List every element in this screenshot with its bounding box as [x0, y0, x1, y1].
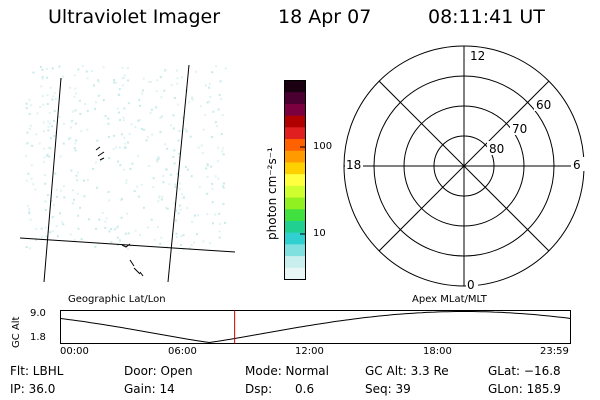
info-gain: Gain: 14 [124, 382, 175, 396]
info-mode: Mode: Normal [245, 364, 329, 378]
geographic-title: Geographic Lat/Lon [68, 294, 166, 305]
mlt-diagonal-2 [378, 80, 550, 252]
mlt-label-6: 6 [573, 158, 581, 172]
coastline-fragments [95, 146, 144, 277]
mlt-label-0: 0 [467, 278, 475, 291]
alt-tick-9: 9.0 [30, 308, 46, 319]
apex-title: Apex MLat/MLT [412, 294, 487, 305]
info-glon: GLon: 185.9 [488, 382, 561, 396]
info-gc-alt: GC Alt: 3.3 Re [365, 364, 449, 378]
latitude-line [20, 237, 236, 253]
colorbar [284, 80, 306, 280]
info-door: Door: Open [124, 364, 193, 378]
aurora-speckle-field [25, 65, 227, 251]
info-glat: GLat: −16.8 [488, 364, 561, 378]
info-filter: Flt: LBHL [10, 364, 64, 378]
info-ip: IP: 36.0 [10, 382, 56, 396]
time-tick-0000: 00:00 [60, 346, 89, 357]
alt-tick-1-8: 1.8 [30, 332, 46, 343]
mlt-label-12: 12 [470, 49, 485, 63]
altitude-curve [60, 311, 571, 344]
geographic-image-panel [20, 64, 236, 283]
colorbar-tick-100: 100 [313, 141, 333, 152]
colorbar-unit-label: photon cm⁻²s⁻¹ [265, 147, 279, 240]
altitude-plot [60, 310, 571, 344]
date-label: 18 Apr 07 [278, 6, 372, 28]
info-dsp: Dsp: 0.6 [245, 382, 315, 396]
time-tick-2359: 23:59 [540, 346, 569, 357]
lat-label-60: 60 [536, 98, 551, 112]
polar-mlat-mlt-plot: 12 18 6 0 60 70 80 [343, 45, 585, 291]
mlt-label-18: 18 [346, 158, 361, 172]
longitude-line-right [167, 64, 190, 283]
time-tick-0600: 06:00 [168, 346, 197, 357]
info-seq: Seq: 39 [365, 382, 411, 396]
lat-label-70: 70 [512, 122, 527, 136]
alt-axis-label: GC Alt [11, 316, 22, 348]
time-tick-1200: 12:00 [295, 346, 324, 357]
colorbar-tick-10: 10 [313, 228, 326, 239]
app-title: Ultraviolet Imager [48, 6, 221, 28]
time-tick-1800: 18:00 [423, 346, 452, 357]
time-label: 08:11:41 UT [428, 6, 545, 28]
longitude-line-left [43, 77, 62, 283]
lat-label-80: 80 [489, 142, 504, 156]
